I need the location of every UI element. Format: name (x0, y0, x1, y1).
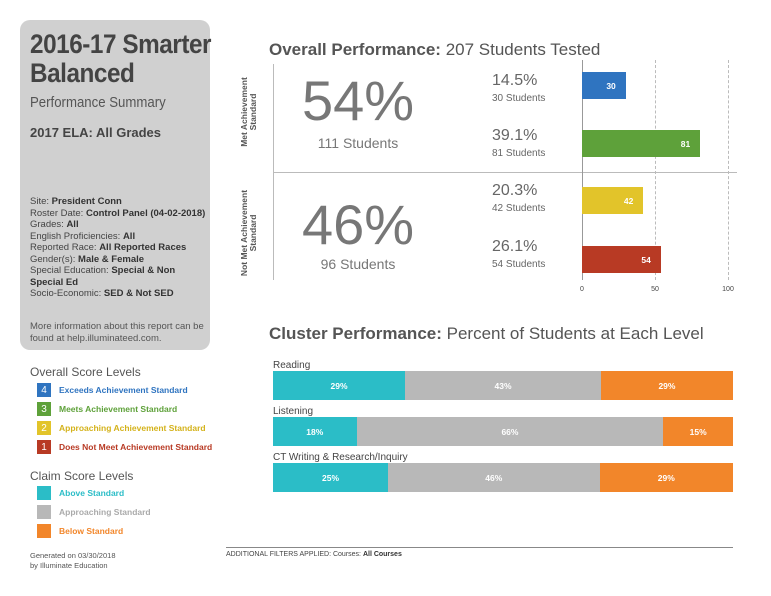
chart-bar-level-4: 30 (582, 72, 626, 99)
cluster-segment-below: 15% (663, 417, 733, 446)
filter-site: Site: President Conn (30, 196, 122, 207)
level-3-badge: 3 (37, 402, 51, 416)
level-4-badge: 4 (37, 383, 51, 397)
chart-bar-level-1: 54 (582, 246, 661, 273)
level-1-badge: 1 (460, 250, 468, 264)
level-1-percent: 26.1% (492, 238, 538, 255)
claim-legend-title: Claim Score Levels (30, 469, 134, 483)
level-4-badge: 4 (460, 81, 468, 95)
legend-label: Does Not Meet Achievement Standard (59, 442, 213, 452)
level-3-percent: 39.1% (492, 127, 538, 144)
chart-bar-level-3: 81 (582, 130, 701, 157)
level-4-percent: 14.5% (492, 72, 538, 89)
group-divider (273, 172, 737, 173)
not-met-standard-label: Not Met Achievement Standard (239, 189, 258, 277)
below-standard-swatch (37, 524, 51, 538)
x-tick-label: 0 (580, 286, 584, 293)
cluster-segment-below: 29% (600, 371, 733, 400)
chart-bar-level-2: 42 (582, 187, 644, 214)
chart-gridline (655, 60, 656, 280)
cluster-segment-approaching: 46% (388, 463, 600, 492)
chart-y-axis (582, 60, 583, 280)
cluster-segment-above: 29% (273, 371, 406, 400)
cluster-label-listening: Listening (273, 406, 314, 417)
cluster-segment-above: 18% (273, 417, 357, 446)
level-2-badge: 2 (460, 194, 468, 208)
cluster-label-ct-writing: CT Writing & Research/Inquiry (273, 452, 408, 463)
footer-divider (226, 547, 733, 548)
cluster-bar-reading: 29% 43% 29% (273, 371, 733, 400)
legend-label: Approaching Achievement Standard (59, 423, 206, 433)
filter-special-education: Special Education: Special & Non Special… (30, 265, 176, 288)
filter-gender: Gender(s): Male & Female (30, 253, 145, 265)
overall-legend-title: Overall Score Levels (30, 365, 141, 379)
overall-performance-title: Overall Performance: 207 Students Tested (269, 40, 601, 59)
legend-label: Below Standard (59, 526, 124, 536)
cluster-bar-ct-writing: 25% 46% 29% (273, 463, 733, 492)
filter-socio-economic: Socio-Economic: SED & Not SED (30, 288, 174, 299)
legend-item-below-standard: Below Standard (37, 524, 123, 538)
report-filters: Site: President Conn Roster Date: Contro… (30, 196, 208, 300)
legend-item-level-4: 4 Exceeds Achievement Standard (37, 383, 188, 397)
cluster-performance-title: Cluster Performance: Percent of Students… (269, 324, 704, 343)
cluster-label-reading: Reading (273, 360, 311, 371)
filter-reported-race: Reported Race: All Reported Races (30, 242, 187, 253)
report-subtitle: Performance Summary (30, 94, 166, 111)
approaching-standard-swatch (37, 505, 51, 519)
generated-note: Generated on 03/30/2018 by Illuminate Ed… (30, 551, 116, 570)
legend-label: Above Standard (59, 488, 125, 498)
legend-item-approaching-standard: Approaching Standard (37, 505, 151, 519)
cluster-segment-approaching: 43% (405, 371, 601, 400)
chart-gridline (728, 60, 729, 280)
legend-label: Meets Achievement Standard (59, 404, 178, 414)
level-3-students: 81 Students (492, 148, 546, 159)
cluster-segment-below: 29% (599, 463, 733, 492)
x-tick-label: 50 (651, 286, 659, 293)
legend-item-above-standard: Above Standard (37, 486, 124, 500)
legend-label: Approaching Standard (59, 507, 151, 517)
level-1-badge: 1 (37, 440, 51, 454)
met-students: 111 Students (317, 135, 399, 151)
level-4-students: 30 Students (492, 93, 546, 104)
legend-item-level-2: 2 Approaching Achievement Standard (37, 421, 206, 435)
x-tick-label: 100 (722, 286, 734, 293)
not-met-students: 96 Students (320, 256, 396, 272)
met-percent: 54% (301, 69, 415, 132)
cluster-bar-listening: 18% 66% 15% (273, 417, 733, 446)
level-2-badge: 2 (37, 421, 51, 435)
cluster-segment-approaching: 66% (356, 417, 664, 446)
level-2-percent: 20.3% (492, 182, 538, 199)
legend-item-level-3: 3 Meets Achievement Standard (37, 402, 177, 416)
legend-item-level-1: 1 Does Not Meet Achievement Standard (37, 440, 212, 454)
not-met-percent: 46% (301, 193, 415, 256)
above-standard-swatch (37, 486, 51, 500)
filter-english-proficiencies: English Proficiencies: All (30, 230, 136, 242)
more-info-text: More information about this report can b… (30, 321, 204, 344)
report-summary-card: 2016-17 Smarter Balanced Performance Sum… (20, 20, 211, 350)
filters-applied-note: ADDITIONAL FILTERS APPLIED: Courses: All… (226, 551, 402, 558)
met-standard-label: Met Achievement Standard (239, 77, 258, 147)
cluster-segment-above: 25% (273, 463, 388, 492)
level-3-badge: 3 (460, 137, 468, 151)
level-2-students: 42 Students (492, 203, 546, 214)
level-1-students: 54 Students (492, 259, 546, 270)
filter-roster-date: Roster Date: Control Panel (04-02-2018) (30, 207, 206, 219)
report-title: 2016-17 Smarter Balanced (30, 29, 212, 88)
test-name: 2017 ELA: All Grades (30, 125, 162, 140)
legend-label: Exceeds Achievement Standard (59, 385, 188, 395)
filter-grades: Grades: All (30, 219, 79, 230)
